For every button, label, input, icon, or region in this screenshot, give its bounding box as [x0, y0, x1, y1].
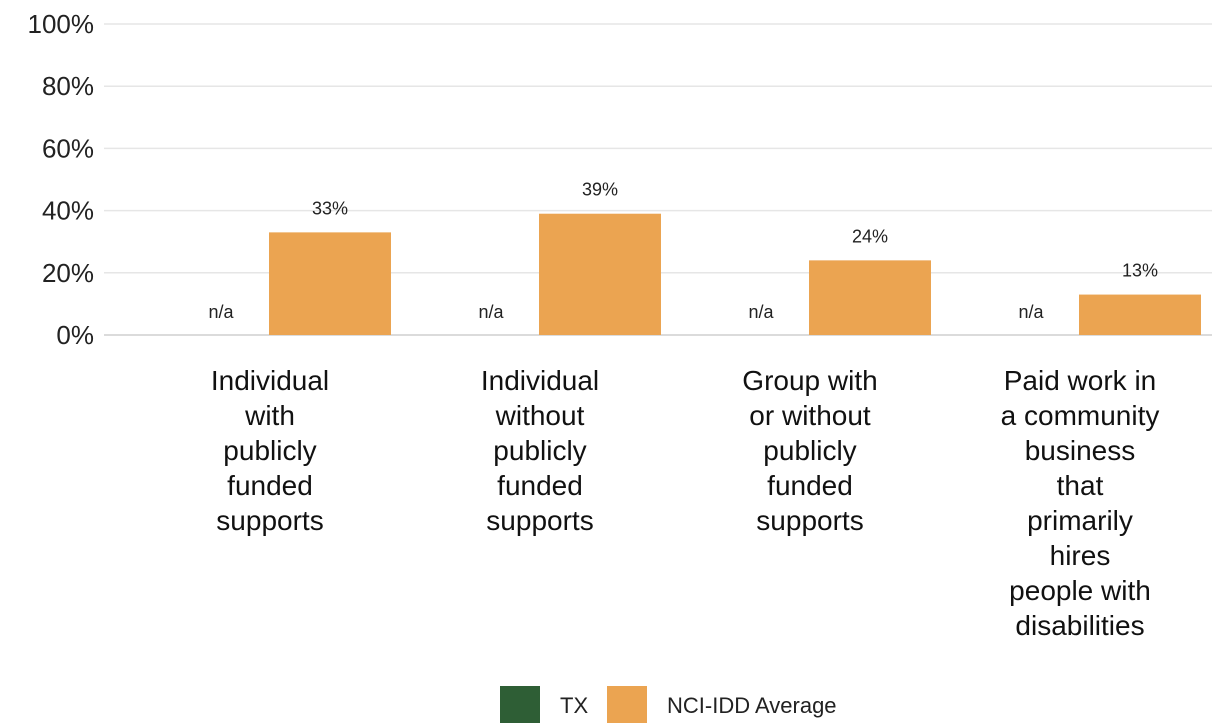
category-label-line: Group with	[742, 365, 877, 396]
legend-swatch	[500, 686, 540, 723]
data-label-nci-idd-average: 39%	[582, 180, 618, 200]
category-label-line: supports	[486, 505, 593, 536]
y-tick-label: 0%	[56, 320, 94, 350]
category-label: Individual without publicly funded supports	[481, 365, 599, 536]
category-label-line: supports	[216, 505, 323, 536]
y-tick-label: 100%	[28, 9, 95, 39]
data-labels: n/a 33% n/a 39% n/a 24% n/a 13%	[208, 180, 1158, 322]
bar-nci-idd-average	[539, 213, 661, 335]
category-label-line: without	[495, 400, 585, 431]
category-label-line: supports	[756, 505, 863, 536]
bar-nci-idd-average	[809, 260, 931, 335]
category-label-line: publicly	[763, 435, 856, 466]
category-label-line: publicly	[493, 435, 586, 466]
category-label-line: Individual	[211, 365, 329, 396]
y-tick-label: 20%	[42, 258, 94, 288]
category-label-line: hires	[1050, 540, 1111, 571]
category-label-line: a community	[1001, 400, 1160, 431]
data-label-nci-idd-average: 33%	[312, 198, 348, 218]
data-label-nci-idd-average: 24%	[852, 226, 888, 246]
category-label-line: people with	[1009, 575, 1151, 606]
y-axis-ticks: 0% 20% 40% 60% 80% 100%	[28, 9, 95, 350]
data-label-tx: n/a	[1018, 302, 1044, 322]
category-label-line: that	[1057, 470, 1104, 501]
y-tick-label: 40%	[42, 196, 94, 226]
data-label-nci-idd-average: 13%	[1122, 261, 1158, 281]
category-label-line: funded	[227, 470, 313, 501]
bar-nci-idd-average	[269, 232, 391, 335]
data-label-tx: n/a	[478, 302, 504, 322]
category-label: Group with or without publicly funded suppor…	[742, 365, 877, 536]
category-label: Paid work in a community business that prima…	[1001, 365, 1160, 641]
category-label: Individual with publicly funded supports	[211, 365, 329, 536]
legend-label: NCI-IDD Average	[667, 693, 837, 718]
category-label-line: funded	[767, 470, 853, 501]
data-label-tx: n/a	[208, 302, 234, 322]
category-labels: Individual with publicly funded supportsIndi…	[211, 365, 1160, 641]
category-label-line: publicly	[223, 435, 316, 466]
legend-label: TX	[560, 693, 588, 718]
category-label-line: disabilities	[1015, 610, 1144, 641]
legend: TX NCI-IDD Average	[500, 686, 837, 723]
y-tick-label: 60%	[42, 133, 94, 163]
bars	[269, 213, 1201, 335]
legend-swatch	[607, 686, 647, 723]
category-label-line: primarily	[1027, 505, 1133, 536]
category-label-line: with	[244, 400, 295, 431]
category-label-line: funded	[497, 470, 583, 501]
category-label-line: Paid work in	[1004, 365, 1157, 396]
category-label-line: Individual	[481, 365, 599, 396]
data-label-tx: n/a	[748, 302, 774, 322]
category-label-line: or without	[749, 400, 871, 431]
category-label-line: business	[1025, 435, 1136, 466]
y-tick-label: 80%	[42, 71, 94, 101]
bar-nci-idd-average	[1079, 294, 1201, 335]
